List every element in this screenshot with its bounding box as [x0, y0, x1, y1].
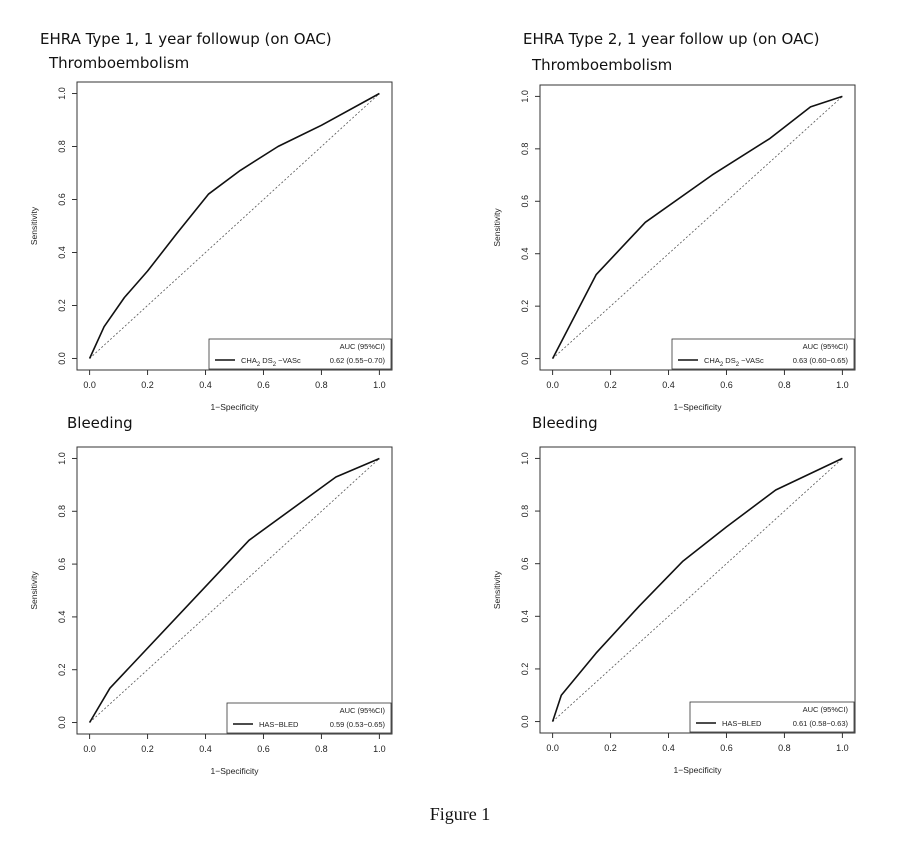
- x-tick-label: 0.2: [141, 744, 154, 754]
- y-tick-label: 1.0: [57, 452, 67, 465]
- x-tick-label: 0.6: [720, 380, 733, 390]
- x-tick-label: 0.4: [662, 380, 675, 390]
- x-tick-label: 0.2: [604, 743, 617, 753]
- x-tick-label: 0.2: [604, 380, 617, 390]
- x-tick-label: 0.0: [83, 744, 96, 754]
- legend-box: [208, 338, 392, 370]
- x-tick-label: 0.4: [199, 744, 212, 754]
- legend-label: HAS−BLED: [722, 719, 762, 728]
- y-axis-label: Sensitivity: [492, 570, 502, 609]
- legend-box: [226, 702, 392, 734]
- x-tick-label: 1.0: [836, 380, 849, 390]
- plot-frame: [76, 446, 393, 735]
- chart-title-type2-thromboembolism: Thromboembolism: [532, 56, 673, 74]
- reference-diagonal: [552, 96, 843, 359]
- legend-header: AUC (95%CI): [803, 342, 849, 351]
- y-tick-label: 0.4: [57, 611, 67, 624]
- y-axis-label: Sensitivity: [29, 206, 39, 245]
- legend-header: AUC (95%CI): [340, 342, 386, 351]
- legend-label: HAS−BLED: [259, 720, 299, 729]
- x-tick-label: 0.4: [662, 743, 675, 753]
- plot-frame: [539, 446, 856, 734]
- x-tick-label: 1.0: [373, 380, 386, 390]
- legend-auc-value: 0.59 (0.53−0.65): [330, 720, 386, 729]
- y-tick-label: 1.0: [57, 87, 67, 100]
- y-tick-label: 0.0: [57, 716, 67, 729]
- y-tick-label: 0.8: [57, 140, 67, 153]
- reference-diagonal: [89, 458, 380, 723]
- y-tick-label: 0.4: [57, 246, 67, 259]
- y-tick-label: 0.2: [57, 663, 67, 676]
- y-tick-label: 0.6: [57, 558, 67, 571]
- x-tick-label: 0.8: [778, 380, 791, 390]
- y-axis-label: Sensitivity: [492, 208, 502, 247]
- y-tick-label: 0.8: [57, 505, 67, 518]
- y-tick-label: 0.6: [57, 193, 67, 206]
- x-tick-label: 0.6: [720, 743, 733, 753]
- figure-caption: Figure 1: [429, 804, 491, 824]
- x-tick-label: 1.0: [373, 744, 386, 754]
- y-tick-label: 0.0: [520, 352, 530, 365]
- roc-curve-line: [551, 457, 843, 722]
- y-tick-label: 0.6: [520, 557, 530, 570]
- y-tick-label: 0.6: [520, 195, 530, 208]
- x-axis-label: 1−Specificity: [211, 402, 260, 412]
- x-axis-label: 1−Specificity: [674, 765, 723, 775]
- y-tick-label: 0.4: [520, 610, 530, 623]
- y-tick-label: 0.8: [520, 505, 530, 518]
- roc-curve-line: [88, 92, 380, 359]
- x-tick-label: 0.2: [141, 380, 154, 390]
- x-tick-label: 0.0: [83, 380, 96, 390]
- header-ehra-type-1: EHRA Type 1, 1 year followup (on OAC): [40, 30, 332, 48]
- y-tick-label: 0.2: [520, 663, 530, 676]
- x-axis-label: 1−Specificity: [674, 402, 723, 412]
- x-tick-label: 0.4: [199, 380, 212, 390]
- x-tick-label: 0.6: [257, 744, 270, 754]
- y-tick-label: 0.0: [520, 715, 530, 728]
- plot-frame: [539, 84, 856, 371]
- plot-frame: [76, 81, 393, 371]
- x-tick-label: 0.8: [315, 380, 328, 390]
- legend-box: [671, 338, 855, 370]
- y-tick-label: 1.0: [520, 90, 530, 103]
- x-tick-label: 0.6: [257, 380, 270, 390]
- x-tick-label: 0.0: [546, 743, 559, 753]
- y-tick-label: 1.0: [520, 452, 530, 465]
- y-tick-label: 0.8: [520, 143, 530, 156]
- legend-auc-value: 0.62 (0.55−0.70): [330, 356, 386, 365]
- y-tick-label: 0.4: [520, 247, 530, 260]
- x-tick-label: 1.0: [836, 743, 849, 753]
- x-tick-label: 0.0: [546, 380, 559, 390]
- chart-title-type1-thromboembolism: Thromboembolism: [49, 54, 190, 72]
- reference-diagonal: [89, 93, 380, 359]
- y-tick-label: 0.0: [57, 352, 67, 365]
- reference-diagonal: [552, 458, 843, 722]
- legend-header: AUC (95%CI): [340, 706, 386, 715]
- chart-title-type2-bleeding: Bleeding: [532, 414, 598, 432]
- legend-box: [689, 701, 855, 733]
- chart-title-type1-bleeding: Bleeding: [67, 414, 133, 432]
- legend-auc-value: 0.63 (0.60−0.65): [793, 356, 849, 365]
- y-tick-label: 0.2: [57, 299, 67, 312]
- x-tick-label: 0.8: [315, 744, 328, 754]
- legend-auc-value: 0.61 (0.58−0.63): [793, 719, 849, 728]
- x-tick-label: 0.8: [778, 743, 791, 753]
- legend-header: AUC (95%CI): [803, 705, 849, 714]
- y-axis-label: Sensitivity: [29, 571, 39, 610]
- x-axis-label: 1−Specificity: [211, 766, 260, 776]
- header-ehra-type-2: EHRA Type 2, 1 year follow up (on OAC): [523, 30, 820, 48]
- y-tick-label: 0.2: [520, 300, 530, 313]
